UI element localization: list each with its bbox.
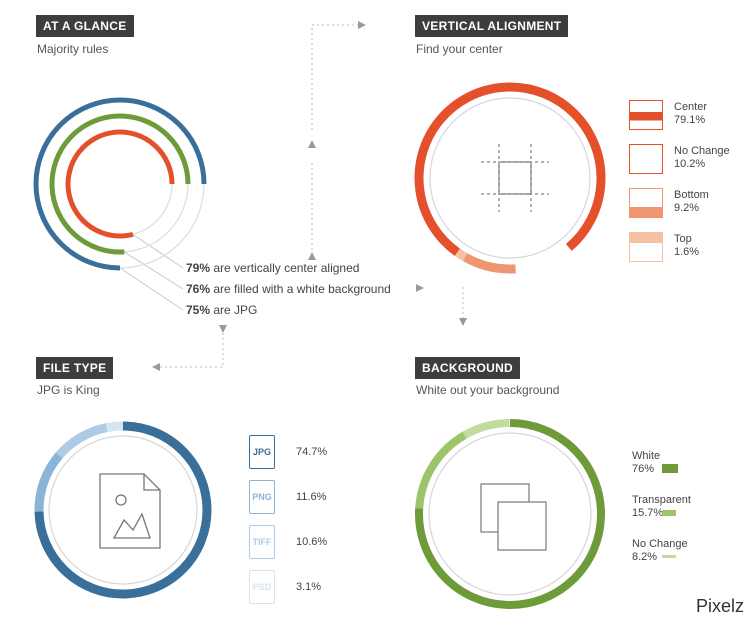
- image-file-icon: [99, 473, 161, 549]
- glance-leader-line: [124, 251, 184, 290]
- center-align-icon: [481, 144, 549, 212]
- glance-ring: [33, 97, 207, 271]
- tiff-file-icon: TIFF: [249, 525, 275, 559]
- donut-slice-transparent: [415, 431, 467, 509]
- glance-label-row: 79% are vertically center aligned: [186, 258, 391, 279]
- glance-title: AT A GLANCE: [36, 15, 134, 37]
- legend-label: Top 1.6%: [674, 233, 700, 258]
- glance-subtitle: Majority rules: [37, 42, 109, 56]
- donut-slice-jpg: [34, 421, 212, 599]
- donut-slice-top: [454, 248, 468, 262]
- file-type-value: 10.6%: [296, 536, 328, 548]
- glance-ring: [65, 129, 175, 239]
- donut-slice-tiff: [55, 423, 108, 459]
- donut-slice-bottom: [462, 253, 516, 274]
- legend-label: Bottom 9.2%: [674, 189, 709, 214]
- background-title: BACKGROUND: [415, 357, 520, 379]
- donut-slice-psd: [105, 421, 124, 433]
- filetype-title: FILE TYPE: [36, 357, 114, 379]
- vertical-title: VERTICAL ALIGNMENT: [415, 15, 569, 37]
- legend-swatch-top: [629, 232, 663, 262]
- glance-leader-line: [132, 233, 184, 269]
- arrow-left-icon: [152, 363, 160, 371]
- glance-label-row: 75% are JPG: [186, 300, 391, 321]
- arrow-up-icon: [308, 252, 316, 260]
- glance-ring: [49, 113, 191, 255]
- background-legend-label: White 76%: [632, 450, 661, 475]
- arrow-right-icon: [358, 21, 366, 29]
- donut-slice-png: [34, 452, 63, 512]
- background-legend-bar: [662, 555, 676, 558]
- legend-swatch-center: [629, 100, 663, 130]
- png-file-icon: PNG: [249, 480, 275, 514]
- donut-inner-ring: [48, 435, 198, 585]
- legend-label: No Change 10.2%: [674, 145, 730, 170]
- glance-leader-line: [119, 267, 184, 311]
- donut-inner-ring: [428, 432, 592, 596]
- file-type-value: 3.1%: [296, 581, 322, 593]
- glance-pct: 76%: [186, 282, 211, 296]
- glance-pct: 79%: [186, 261, 211, 275]
- legend-swatch-no-change: [629, 144, 663, 174]
- psd-file-icon: PSD: [249, 570, 275, 604]
- arrow-down-icon: [219, 325, 227, 333]
- file-type-value: 11.6%: [296, 491, 327, 503]
- vertical-subtitle: Find your center: [416, 42, 503, 56]
- arrow-up-icon: [308, 140, 316, 148]
- glance-text: are JPG: [213, 303, 258, 317]
- glance-labels: 79% are vertically center aligned 76% ar…: [186, 258, 391, 321]
- filetype-subtitle: JPG is King: [37, 383, 100, 397]
- jpg-file-icon: JPG: [249, 435, 275, 469]
- arrow-right-icon: [416, 284, 424, 292]
- brand-logo: Pixelz: [695, 596, 744, 616]
- background-legend-label: Transparent 15.7%: [632, 494, 691, 519]
- background-legend-label: No Change 8.2%: [632, 538, 688, 563]
- arrow-down-icon: [459, 318, 467, 326]
- donut-slice-white: [415, 419, 605, 609]
- glance-text: are vertically center aligned: [213, 261, 360, 275]
- layers-icon: [480, 483, 547, 551]
- file-type-value: 74.7%: [296, 446, 328, 458]
- donut-slice-no-change: [462, 419, 510, 439]
- glance-pct: 75%: [186, 303, 211, 317]
- background-legend-bar: [662, 464, 678, 473]
- legend-label: Center 79.1%: [674, 101, 708, 126]
- donut-slice-center: [414, 82, 606, 257]
- donut-inner-ring: [429, 97, 591, 259]
- legend-swatch-bottom: [629, 188, 663, 218]
- background-legend-bar: [662, 509, 676, 516]
- background-subtitle: White out your background: [416, 383, 560, 397]
- glance-text: are filled with a white background: [213, 282, 391, 296]
- glance-label-row: 76% are filled with a white background: [186, 279, 391, 300]
